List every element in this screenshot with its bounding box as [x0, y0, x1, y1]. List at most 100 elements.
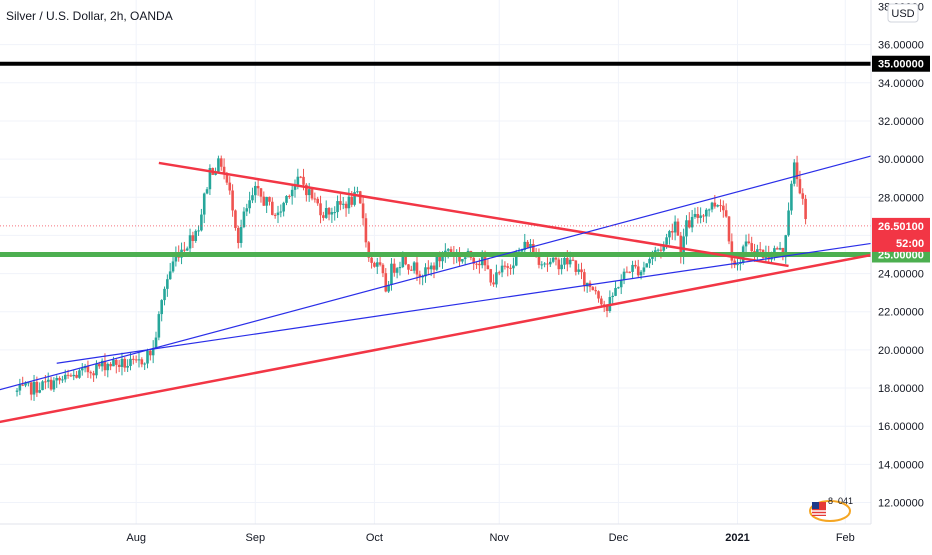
candle-body: [123, 358, 127, 368]
price-tag: [872, 55, 930, 72]
candle-body: [358, 191, 362, 204]
time-tick-label: 2021: [725, 532, 749, 544]
candle-body: [282, 202, 285, 212]
candle-body: [356, 191, 359, 193]
candle-body: [758, 249, 762, 251]
candle-body: [727, 216, 731, 242]
candle-body: [208, 168, 212, 190]
candle-body: [699, 215, 702, 218]
price-tick-label: 30.00000: [878, 154, 924, 166]
currency-button[interactable]: USD: [887, 3, 919, 23]
candle-body: [341, 203, 345, 205]
time-tick-label: Feb: [836, 532, 855, 544]
candle-body: [100, 360, 104, 367]
candle-body: [497, 272, 501, 274]
candle-body: [262, 196, 266, 206]
flag-badge-icon[interactable]: 8 041: [809, 496, 853, 522]
candle-body: [798, 179, 802, 194]
candle-body: [563, 257, 566, 265]
drawings: [0, 61, 874, 424]
candle-body: [350, 196, 354, 205]
candle-body: [330, 212, 334, 215]
candle-body: [685, 220, 688, 237]
price-axis-panel[interactable]: [871, 0, 932, 550]
candle-body: [804, 198, 807, 220]
candle-body: [790, 183, 793, 211]
candle-body: [24, 383, 27, 386]
candle-body: [583, 272, 586, 287]
candle-body: [642, 267, 646, 272]
candle-body: [549, 261, 552, 265]
candle-body: [375, 262, 379, 267]
candle-body: [69, 375, 73, 377]
candle-body: [339, 201, 342, 205]
candle-body: [132, 358, 135, 360]
candle-body: [21, 384, 24, 386]
candle-body: [160, 300, 163, 315]
candle-body: [577, 269, 580, 272]
candle-body: [143, 363, 146, 365]
candle-body: [387, 284, 390, 292]
candle-body: [171, 261, 175, 272]
time-axis: Aug Sep Oct Nov Dec 2021 Feb: [126, 532, 854, 544]
candle-body: [313, 198, 317, 200]
candle-body: [46, 379, 50, 382]
candle-body: [670, 231, 674, 233]
candle-body: [41, 381, 44, 391]
candle-body: [775, 248, 779, 250]
candle-body: [687, 220, 691, 228]
candle-body: [353, 192, 356, 205]
candle-body: [801, 193, 805, 199]
candle-body: [412, 262, 416, 271]
candle-body: [619, 279, 623, 288]
candle-body: [665, 237, 668, 245]
candle-body: [659, 249, 663, 251]
candle-body: [716, 205, 719, 207]
candle-body: [424, 267, 427, 277]
candle-body: [18, 384, 22, 391]
time-tick-label: Aug: [126, 532, 146, 544]
candle-body: [129, 358, 132, 366]
candle-body: [512, 265, 515, 269]
candle-body: [489, 269, 493, 283]
candle-body: [710, 202, 714, 210]
candle-body: [792, 162, 796, 184]
candle-body: [557, 259, 561, 270]
candle-body: [126, 365, 129, 368]
candle-body: [495, 272, 498, 285]
candle-body: [682, 236, 685, 257]
candle-body: [540, 264, 544, 266]
candle-body: [458, 254, 461, 262]
candle-body: [299, 176, 302, 178]
candle-body: [44, 381, 47, 383]
candle-body: [63, 374, 67, 380]
candle-body: [183, 249, 186, 251]
candle-body: [316, 198, 319, 204]
candle-body: [574, 260, 578, 272]
candle-body: [560, 264, 563, 270]
trendline: [158, 161, 789, 268]
candle-body: [117, 364, 121, 367]
candle-body: [89, 372, 93, 374]
candle-body: [327, 207, 331, 215]
time-tick-label: Sep: [246, 532, 266, 544]
candle-body: [72, 374, 76, 377]
time-axis-panel[interactable]: [0, 524, 871, 550]
candle-body: [276, 212, 280, 216]
candle-body: [648, 258, 651, 264]
candle-body: [163, 288, 166, 301]
candle-body: [639, 271, 643, 276]
candle-body: [364, 218, 368, 243]
candle-body: [236, 227, 240, 243]
badge-line2: 041: [838, 496, 853, 506]
candle-body: [251, 195, 254, 201]
candle-body: [395, 268, 399, 273]
candle-body: [724, 210, 728, 217]
candle-body: [568, 259, 572, 265]
candle-body: [109, 363, 112, 367]
candle-body: [747, 241, 751, 244]
candle-body: [106, 363, 110, 371]
candle-body: [585, 282, 589, 287]
candle-body: [571, 259, 575, 261]
